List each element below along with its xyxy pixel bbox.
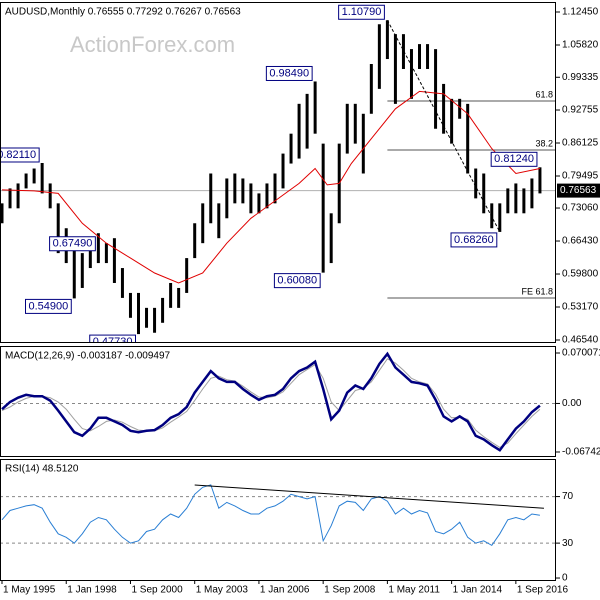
pane-title: MACD(12,26,9) -0.003187 -0.009497 [5,351,171,362]
y-tick-label: 1.05820 [562,40,599,51]
indicator-line [1,358,541,448]
x-tick-label: 1 Sep 2016 [517,585,569,596]
fib-label: FE 61.8 [521,286,553,296]
x-tick-label: 1 Jan 2006 [260,585,310,596]
annotation-label: 0.98490 [269,67,309,79]
indicator-line [1,351,541,452]
trend-line [194,484,544,509]
annotation-box [0,147,40,163]
y-tick-label: 30 [562,538,574,549]
annotation-box [450,232,498,248]
annotation-box [25,298,72,314]
annotation-label: 1.10790 [342,6,382,18]
x-tick-label: 1 Jan 1998 [67,585,117,596]
fib-label: 61.8 [535,89,553,99]
x-tick-label: 1 Sep 2008 [324,585,376,596]
y-tick-label: 1.12450 [562,7,599,18]
pane-title: RSI(14) 48.5120 [5,464,79,475]
pane [0,484,556,547]
fib-label: 38.2 [535,138,553,148]
pane-title-bg [3,5,243,19]
y-tick-label: 0.46540 [562,335,599,346]
annotation-box [265,65,313,81]
y-tick-label: 70 [562,491,574,502]
x-tick-label: 1 May 1995 [3,585,56,596]
y-tick-label: 0.79495 [562,171,599,182]
pane: ActionForex.com 61.8 38.2 FE 61.8 1.10790 0.9… [0,4,556,348]
pane [0,351,556,452]
annotation-label: 0.54900 [29,300,69,312]
annotation-box [273,273,321,289]
pane-frame [0,459,556,581]
pane-frame [0,346,556,457]
annotation-box [49,236,96,252]
x-tick-label: 1 Sep 2000 [131,585,183,596]
y-tick-label: 0.86125 [562,138,599,149]
annotation-label: 0.68260 [454,234,494,246]
y-tick-label: 0.59800 [562,269,599,280]
annotation-box [89,334,136,342]
annotation-box [490,151,538,167]
last-price-box [557,183,600,198]
indicator-line [1,484,540,547]
moving-average [1,90,541,284]
y-tick-label: 0.99335 [562,72,599,83]
annotation-label: 0.47730 [93,336,133,348]
y-tick-label: 0.73060 [562,203,599,214]
annotation-box [338,4,385,20]
y-tick-label: 0 [562,573,568,584]
y-tick-label: 0.070071 [562,348,600,359]
annotation-label: 0.67490 [53,238,93,250]
x-tick-label: 1 Jan 2014 [453,585,503,596]
annotation-label: 0.82110 [0,149,36,161]
pane-title-bg [3,349,173,363]
pane-title-bg [3,462,81,476]
pane-title: AUDUSD,Monthly 0.76555 0.77292 0.76267 0… [5,7,241,18]
pane-frame [0,2,556,343]
annotation-label: 0.81240 [494,153,534,165]
x-tick-label: 1 May 2011 [388,585,440,596]
watermark: ActionForex.com [70,32,235,57]
y-tick-label: 0.92755 [562,105,599,116]
y-tick-label: -0.067423 [562,447,600,458]
y-tick-label: 0.53170 [562,302,599,313]
last-price-label: 0.76563 [560,185,597,196]
x-tick-label: 1 May 2003 [196,585,249,596]
y-tick-label: 0.66430 [562,236,599,247]
annotation-label: 0.60080 [277,275,317,287]
y-tick-label: 0.00 [562,398,582,409]
